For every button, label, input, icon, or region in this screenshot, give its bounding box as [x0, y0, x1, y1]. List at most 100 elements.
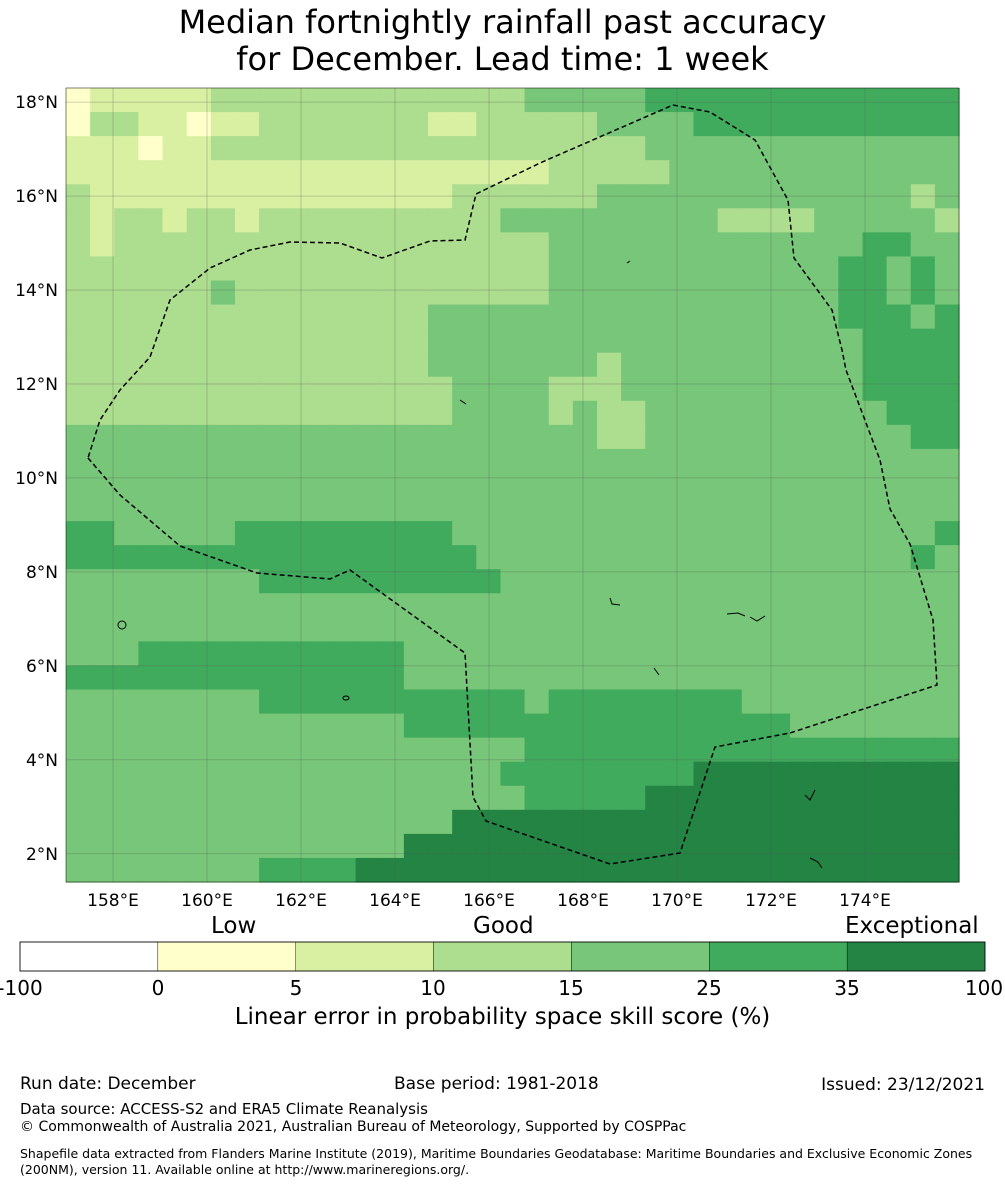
grid-cell [910, 112, 936, 137]
grid-cell [476, 160, 502, 185]
grid-cell [331, 256, 357, 282]
grid-cell [886, 160, 912, 185]
grid-cell [162, 809, 188, 835]
grid-cell [307, 232, 333, 258]
grid-cell [934, 112, 960, 137]
grid-cell [572, 761, 598, 787]
grid-cell [186, 737, 212, 763]
island-outlines [117, 260, 823, 869]
grid-cell [403, 857, 429, 883]
grid-cell [403, 472, 429, 498]
grid-cell [814, 545, 839, 570]
grid-cell [452, 472, 477, 498]
grid-cell [814, 833, 839, 859]
grid-cell [355, 857, 381, 883]
grid-cell [355, 569, 381, 594]
grid-cell [476, 833, 502, 859]
grid-cell [765, 448, 791, 474]
grid-cell [331, 737, 357, 763]
grid-cell [886, 545, 912, 570]
grid-cell [645, 256, 670, 282]
grid-cell [331, 521, 357, 546]
grid-cell [210, 497, 236, 522]
grid-cell [500, 593, 526, 618]
grid-cell [693, 521, 719, 546]
grid-cell [307, 376, 333, 402]
grid-cell [621, 256, 646, 282]
grid-cell [765, 761, 791, 787]
grid-cell [210, 809, 236, 835]
grid-cell [234, 785, 260, 811]
grid-cell [307, 424, 333, 450]
grid-cell [90, 521, 115, 546]
grid-cell [910, 280, 936, 306]
grid-cell [548, 521, 574, 546]
grid-cell [548, 737, 574, 763]
grid-cell [234, 352, 260, 378]
grid-cell [717, 112, 743, 137]
grid-cell [862, 593, 888, 618]
grid-cell [862, 665, 888, 691]
grid-cell [355, 88, 381, 113]
grid-cell [741, 641, 767, 667]
island-outline [459, 399, 467, 405]
grid-cell [500, 689, 526, 715]
grid-cell [596, 521, 622, 546]
grid-cell [790, 136, 815, 161]
grid-cell [765, 280, 791, 306]
grid-cell [934, 569, 960, 594]
grid-cell [524, 184, 550, 209]
grid-cell [910, 424, 936, 450]
grid-cell [524, 472, 550, 498]
grid-cell [307, 857, 333, 883]
grid-cell [934, 641, 960, 667]
grid-cell [790, 280, 815, 306]
grid-cell [693, 352, 719, 378]
grid-cell [403, 136, 429, 161]
grid-cell [669, 184, 695, 209]
grid-cell [669, 448, 695, 474]
grid-cell [524, 280, 550, 306]
grid-cell [500, 88, 526, 113]
grid-cell [66, 304, 91, 330]
grid-cell [717, 424, 743, 450]
longitude-tick-label: 160°E [181, 891, 233, 911]
grid-cell [621, 352, 646, 378]
grid-cell [717, 448, 743, 474]
grid-cell [186, 472, 212, 498]
grid-cell [379, 857, 405, 883]
grid-cell [403, 689, 429, 715]
grid-cell [838, 256, 864, 282]
grid-cell [596, 497, 622, 522]
grid-cell [814, 328, 839, 354]
grid-cell [741, 857, 767, 883]
grid-cell [138, 689, 164, 715]
grid-cell [138, 472, 164, 498]
grid-cell [934, 737, 960, 763]
grid-cell [259, 280, 284, 306]
grid-cell [234, 761, 260, 787]
grid-cell [862, 208, 888, 233]
grid-cell [790, 713, 815, 739]
grid-cell [596, 713, 622, 739]
grid-cell [259, 761, 284, 787]
grid-cell [90, 665, 115, 691]
grid-cell [66, 424, 91, 450]
grid-cell [862, 160, 888, 185]
grid-cell [524, 256, 550, 282]
grid-cell [717, 569, 743, 594]
grid-cell [114, 617, 140, 642]
grid-cell [186, 689, 212, 715]
grid-cell [331, 593, 357, 618]
grid-cell [259, 88, 284, 113]
grid-cell [138, 400, 164, 426]
grid-cell [645, 304, 670, 330]
grid-cell [428, 713, 453, 739]
grid-cell [500, 112, 526, 137]
grid-cell [741, 376, 767, 402]
grid-cell [114, 785, 140, 811]
grid-cell [500, 617, 526, 642]
grid-cell [114, 521, 140, 546]
colorbar-label-good: Good [473, 913, 534, 939]
grid-cell [500, 472, 526, 498]
